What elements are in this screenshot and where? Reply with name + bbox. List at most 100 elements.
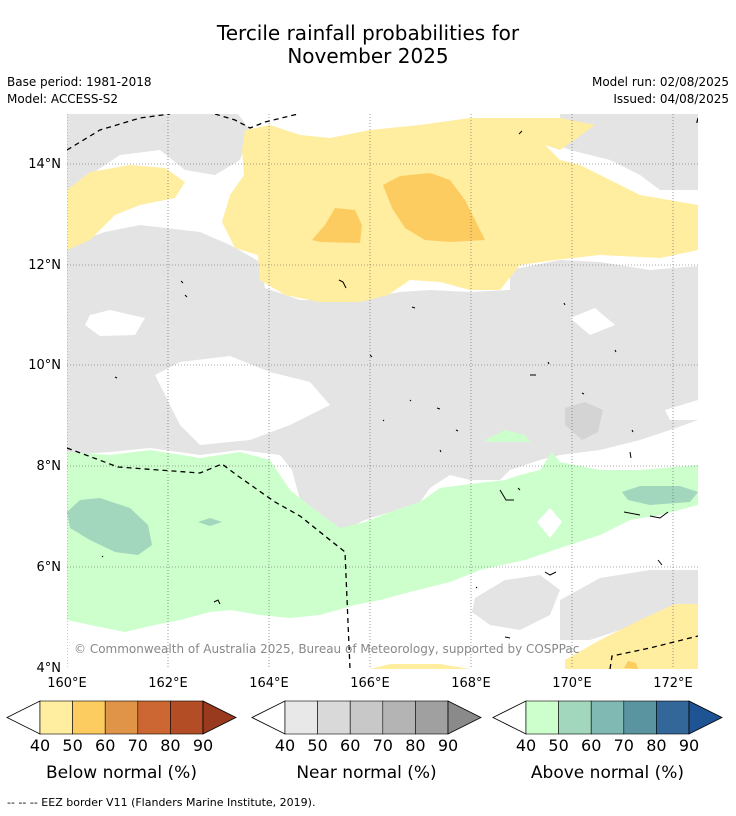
- eez-border-central: [67, 447, 351, 669]
- island: [338, 279, 347, 289]
- island: [499, 487, 521, 501]
- above-normal-region-south: [67, 450, 698, 632]
- white-gaps: [85, 308, 698, 445]
- white-notch-diamond: [537, 508, 562, 538]
- legend-swatch: [623, 700, 657, 735]
- legend-title: Near normal (%): [296, 763, 436, 783]
- above-normal-50-patch-east: [622, 486, 698, 505]
- below-normal-region-south-east: [565, 604, 698, 669]
- legend-extension-high: [202, 700, 237, 735]
- legend-extension-low: [251, 700, 286, 735]
- island: [657, 559, 663, 566]
- island: [369, 354, 373, 358]
- near-normal-region-north-west: [67, 114, 250, 200]
- island: [101, 555, 104, 558]
- legend-swatch: [284, 700, 318, 735]
- legend-tick-label: 40: [275, 736, 295, 755]
- meta-right: Model run: 02/08/2025 Issued: 04/08/2025: [592, 74, 729, 108]
- model-run: Model run: 02/08/2025: [591, 75, 729, 89]
- legend-below-normal: 40 50 60 70 80 90 Below normal (%): [6, 700, 237, 783]
- above-normal-regions: [67, 430, 698, 632]
- island: [180, 280, 188, 298]
- legend-tick-label: 70: [373, 736, 393, 755]
- lon-label: 162°E: [148, 676, 188, 691]
- lat-label: 12°N: [28, 258, 61, 273]
- legend-swatch: [39, 700, 73, 735]
- legend-tick-label: 60: [581, 736, 601, 755]
- near-normal-region-south: [472, 575, 560, 630]
- title-line-1: Tercile rainfall probabilities for: [216, 21, 520, 45]
- legend-tick-label: 70: [128, 736, 148, 755]
- legend-swatch: [72, 700, 106, 735]
- model-name: Model: ACCESS-S2: [7, 92, 119, 106]
- near-normal-region-central: [67, 225, 698, 532]
- eez-border-north: [67, 114, 299, 151]
- legend-swatch: [525, 700, 559, 735]
- legend-tick-label: 90: [679, 736, 699, 755]
- latitude-labels: 14°N 12°N 10°N 8°N 6°N 4°N: [28, 157, 61, 676]
- island: [213, 599, 221, 605]
- near-normal-region-south-east: [560, 570, 698, 640]
- legend-title: Below normal (%): [46, 763, 197, 783]
- legend-tick-label: 60: [95, 736, 115, 755]
- below-normal-60-patch-2: [312, 208, 362, 243]
- legend-tick-label: 40: [516, 736, 536, 755]
- legend-swatch: [558, 700, 592, 735]
- below-normal-60-patch-3: [624, 661, 638, 669]
- above-normal-50-patch-west: [67, 498, 152, 555]
- legend-swatch: [104, 700, 139, 735]
- islands: [101, 130, 669, 639]
- island: [504, 636, 511, 639]
- meta-left: Base period: 1981-2018 Model: ACCESS-S2: [7, 74, 152, 108]
- legend-swatch: [590, 700, 625, 735]
- island: [114, 376, 118, 379]
- lon-label: 168°E: [451, 676, 491, 691]
- legend-extension-low: [6, 700, 41, 735]
- legend-extension-high: [447, 700, 482, 735]
- legend-tick-label: 90: [438, 736, 458, 755]
- legend-tick-label: 80: [646, 736, 666, 755]
- island: [623, 511, 669, 519]
- gap-3: [570, 308, 615, 335]
- legend-tick-label: 80: [405, 736, 425, 755]
- island: [409, 392, 585, 410]
- base-period: Base period: 1981-2018: [7, 75, 152, 89]
- above-normal-50-patch-small: [198, 518, 222, 526]
- legend-swatch: [349, 700, 384, 735]
- lon-label: 172°E: [653, 676, 693, 691]
- below-normal-region-south: [370, 664, 470, 669]
- issued-date: Issued: 04/08/2025: [613, 92, 729, 106]
- legend-swatch: [382, 700, 416, 735]
- island: [439, 449, 632, 459]
- lon-label: 170°E: [552, 676, 592, 691]
- gridlines: [67, 114, 698, 669]
- lat-label: 6°N: [37, 560, 62, 575]
- near-normal-darker-patch: [565, 402, 603, 440]
- lon-label: 164°E: [249, 676, 289, 691]
- legend-swatch: [415, 700, 449, 735]
- legend-tick-label: 50: [307, 736, 327, 755]
- legend-title: Above normal (%): [531, 763, 684, 783]
- island: [382, 419, 634, 433]
- eez-border-north-east: [695, 117, 698, 127]
- legend-tick-label: 50: [548, 736, 568, 755]
- island: [475, 571, 557, 589]
- legend-tick-label: 80: [160, 736, 180, 755]
- lat-label: 8°N: [37, 459, 62, 474]
- title-line-2: November 2025: [287, 44, 449, 68]
- legend-above-normal: 40 50 60 70 80 90 Above normal (%): [492, 700, 723, 783]
- legend-extension-low: [492, 700, 527, 735]
- legend-swatch: [170, 700, 204, 735]
- legend-swatch: [656, 700, 690, 735]
- eez-border-south-east: [609, 635, 698, 669]
- below-normal-60-patch-1: [383, 173, 485, 242]
- legend-tick-label: 70: [614, 736, 634, 755]
- legend-swatch: [137, 700, 171, 735]
- gap-2: [155, 356, 330, 445]
- above-normal-region-small: [485, 430, 530, 442]
- legend-tick-label: 60: [340, 736, 360, 755]
- legend-tick-label: 50: [62, 736, 82, 755]
- copyright-notice: © Commonwealth of Australia 2025, Bureau…: [74, 642, 579, 656]
